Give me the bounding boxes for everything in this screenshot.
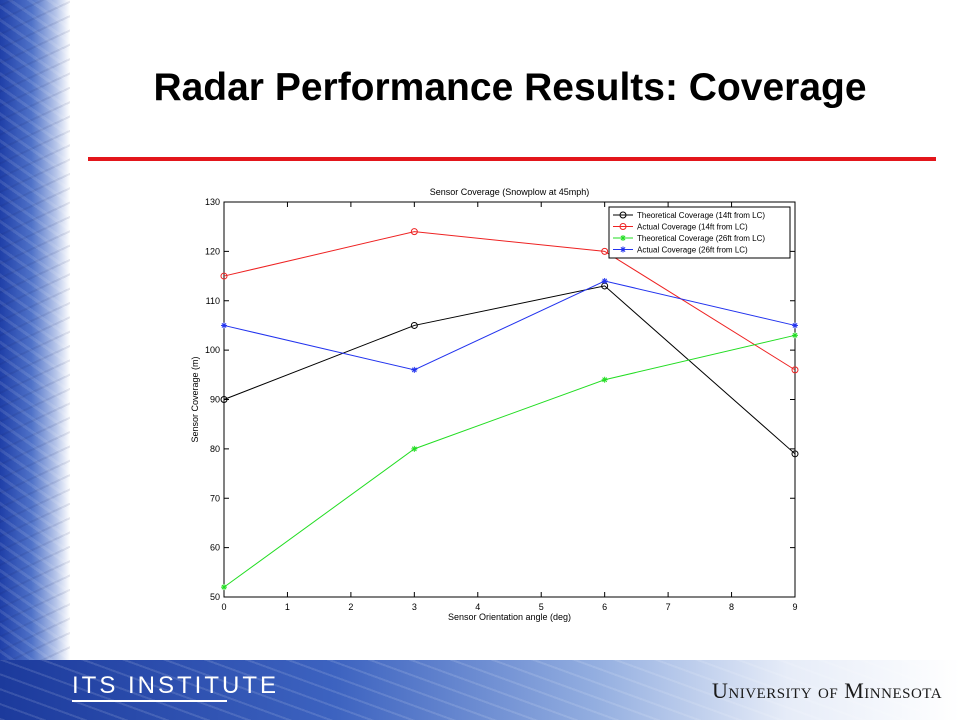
x-tick-label: 8 <box>729 602 734 612</box>
x-tick-label: 9 <box>792 602 797 612</box>
data-point-s3-0-stroke <box>221 322 227 328</box>
data-point-s3-1-stroke <box>411 367 417 373</box>
y-tick-label: 50 <box>210 592 220 602</box>
title-divider <box>88 157 936 161</box>
chart-title: Sensor Coverage (Snowplow at 45mph) <box>430 187 590 197</box>
y-tick-label: 70 <box>210 493 220 503</box>
data-point-s3-3 <box>792 322 798 329</box>
data-point-s0-1 <box>410 321 418 329</box>
data-point-s1-0 <box>220 272 228 280</box>
x-tick-label: 0 <box>221 602 226 612</box>
legend-label-3: Actual Coverage (26ft from LC) <box>637 246 748 255</box>
university-wordmark: University of Minnesota <box>712 678 943 703</box>
series-line-1 <box>223 231 796 371</box>
legend-label-1: Actual Coverage (14ft from LC) <box>637 223 748 232</box>
data-point-s1-2 <box>601 247 609 255</box>
data-point-s3-2 <box>601 278 608 284</box>
bottom-map-band <box>0 660 960 720</box>
x-tick-label: 2 <box>348 602 353 612</box>
legend-marker-3-stroke <box>620 247 626 252</box>
data-point-s2-3-stroke <box>792 332 798 338</box>
legend-label-2: Theoretical Coverage (26ft from LC) <box>637 234 765 243</box>
y-tick-label: 60 <box>210 543 220 553</box>
data-point-s0-0 <box>220 396 228 403</box>
legend-marker-2-stroke <box>620 235 626 241</box>
data-point-s1-3 <box>791 366 799 374</box>
data-point-s2-3 <box>792 332 798 339</box>
data-point-s2-2 <box>601 376 608 383</box>
y-axis-label: Sensor Coverage (m) <box>190 356 200 442</box>
y-tick-label: 90 <box>210 395 220 405</box>
y-tick-label: 100 <box>205 345 220 355</box>
logo-underline <box>72 700 227 702</box>
data-point-s0-3 <box>791 450 799 458</box>
series-line-0 <box>223 285 796 455</box>
legend-marker-0 <box>619 211 627 219</box>
left-map-band <box>0 0 70 720</box>
series-line-3 <box>223 280 796 371</box>
x-tick-label: 3 <box>412 602 417 612</box>
data-point-s3-1 <box>411 366 418 373</box>
its-institute-logo: ITS INSTITUTE <box>72 672 279 699</box>
legend-label-0: Theoretical Coverage (14ft from LC) <box>637 211 765 220</box>
series-line-2 <box>223 334 796 588</box>
data-point-s2-0-stroke <box>221 584 227 590</box>
data-point-s3-2-stroke <box>602 278 608 284</box>
data-point-s2-1 <box>411 445 418 452</box>
x-tick-label: 5 <box>539 602 544 612</box>
data-point-s2-0 <box>221 584 227 591</box>
y-tick-label: 130 <box>205 197 220 207</box>
y-tick-label: 120 <box>205 246 220 256</box>
x-tick-label: 4 <box>475 602 480 612</box>
x-tick-label: 7 <box>666 602 671 612</box>
y-tick-label: 110 <box>206 296 220 306</box>
y-tick-label: 80 <box>210 444 220 454</box>
legend-marker-2 <box>620 235 626 241</box>
data-point-s1-1 <box>410 228 418 236</box>
data-point-s2-1-stroke <box>411 446 417 452</box>
legend-marker-1 <box>619 223 627 230</box>
data-point-s3-0 <box>221 322 227 329</box>
slide-title: Radar Performance Results: Coverage <box>153 66 867 109</box>
data-point-s2-2-stroke <box>602 377 608 383</box>
coverage-line-chart: Sensor Coverage (Snowplow at 45mph) Sens… <box>190 187 799 622</box>
x-tick-label: 6 <box>602 602 607 612</box>
plot-area <box>223 201 796 598</box>
x-axis-label: Sensor Orientation angle (deg) <box>448 612 571 622</box>
x-tick-label: 1 <box>285 602 290 612</box>
legend-marker-3 <box>620 246 626 253</box>
data-point-s3-3-stroke <box>792 322 798 328</box>
legend-box <box>608 206 791 259</box>
